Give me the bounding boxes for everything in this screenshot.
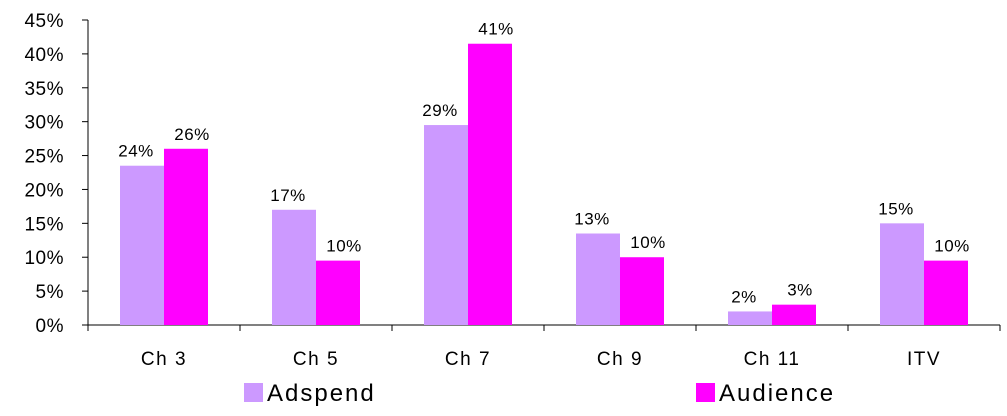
x-category-label: Ch 3 bbox=[141, 349, 187, 370]
data-label: 10% bbox=[934, 237, 970, 256]
x-category-label: Ch 7 bbox=[445, 349, 491, 370]
data-label: 3% bbox=[787, 281, 813, 300]
y-tick-label: 0% bbox=[36, 316, 64, 337]
y-tick-label: 30% bbox=[24, 113, 64, 134]
legend-swatch-adspend bbox=[244, 383, 263, 402]
y-tick-label: 15% bbox=[24, 214, 64, 235]
legend-label: Audience bbox=[719, 380, 835, 407]
data-label: 10% bbox=[326, 237, 362, 256]
y-tick-label: 45% bbox=[24, 11, 64, 32]
bar-audience bbox=[772, 304, 816, 325]
data-label: 2% bbox=[731, 287, 757, 306]
legend-label: Adspend bbox=[267, 380, 376, 407]
x-category-label: Ch 9 bbox=[597, 349, 643, 370]
data-label: 29% bbox=[422, 101, 458, 120]
x-category-label: ITV bbox=[907, 349, 941, 370]
y-tick-label: 35% bbox=[24, 79, 64, 100]
bar-audience bbox=[924, 260, 968, 325]
y-tick-label: 5% bbox=[36, 282, 64, 303]
y-tick-label: 20% bbox=[24, 180, 64, 201]
bar-audience bbox=[620, 257, 664, 325]
y-tick-label: 10% bbox=[24, 248, 64, 269]
bar-audience bbox=[468, 43, 512, 325]
data-label: 15% bbox=[878, 199, 914, 218]
bar-adspend bbox=[728, 311, 772, 325]
bar-adspend bbox=[880, 223, 924, 325]
bar-adspend bbox=[272, 209, 316, 325]
bar-adspend bbox=[576, 233, 620, 325]
bar-audience bbox=[316, 260, 360, 325]
x-category-label: Ch 5 bbox=[293, 349, 339, 370]
data-label: 26% bbox=[174, 125, 210, 144]
data-label: 24% bbox=[118, 142, 154, 161]
bar-adspend bbox=[120, 165, 164, 325]
data-label: 17% bbox=[270, 186, 306, 205]
x-category-label: Ch 11 bbox=[744, 349, 801, 370]
data-label: 10% bbox=[630, 233, 666, 252]
data-label: 13% bbox=[574, 210, 610, 229]
bar-audience bbox=[164, 148, 208, 325]
y-tick-label: 40% bbox=[24, 45, 64, 66]
bar-adspend bbox=[424, 125, 468, 325]
data-label: 41% bbox=[478, 20, 514, 39]
legend-swatch-audience bbox=[696, 383, 715, 402]
y-tick-label: 25% bbox=[24, 147, 64, 168]
